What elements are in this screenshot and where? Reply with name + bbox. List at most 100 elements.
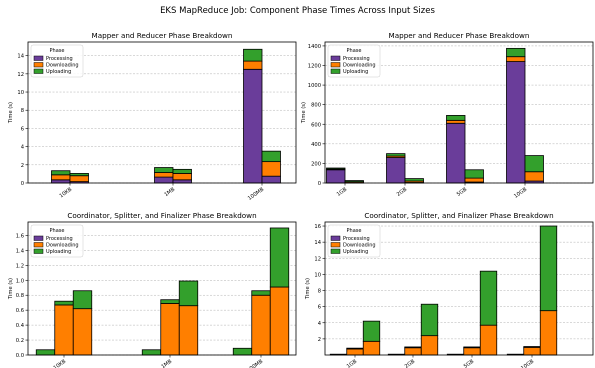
bar-segment-downloading [69, 175, 89, 183]
bar-segment-uploading [404, 346, 422, 349]
y-tick-label: 1200 [308, 64, 321, 70]
legend-label: Downloading [46, 63, 79, 69]
y-axis-label: Time (s) [305, 278, 311, 300]
bar-segment-uploading [269, 227, 290, 288]
legend-swatch-uploading [330, 68, 341, 74]
x-tick-label: 100MB [247, 186, 265, 201]
x-tick-label: 10KB [59, 186, 74, 199]
x-tick-label: 2GB [404, 358, 417, 368]
bar-segment-uploading [346, 347, 364, 350]
bar-segment-downloading [463, 347, 481, 356]
bar-segment-uploading [479, 270, 498, 326]
bar-segment-downloading [261, 161, 281, 177]
y-tick-label: 10 [314, 272, 321, 278]
bar-segment-downloading [178, 305, 199, 356]
x-tick-label: 1MB [163, 186, 176, 198]
legend-title: Phase [50, 228, 65, 234]
y-tick-label: 6 [21, 126, 24, 132]
legend-swatch-downloading [330, 62, 341, 68]
chart-title: Mapper and Reducer Phase Breakdown [389, 31, 530, 40]
y-tick-label: 1.0 [16, 278, 24, 284]
y-tick-label: 400 [311, 142, 321, 148]
legend-swatch-downloading [33, 62, 44, 68]
legend-swatch-processing [33, 55, 44, 61]
legend-label: Downloading [46, 243, 79, 249]
legend-label: Uploading [46, 249, 71, 255]
y-tick-label: 2 [21, 163, 24, 169]
legend-label: Uploading [46, 69, 71, 75]
bar-segment-uploading [251, 290, 271, 296]
bar-segment-downloading [172, 173, 192, 181]
chart-panel-3: 0.0 0.2 0.4 0.6 0.8 1.0 1.2 1.4 1.6 10KB 1MB 100MB C… [8, 211, 297, 368]
y-tick-label: 0.6 [16, 308, 24, 314]
y-tick-label: 0.4 [16, 323, 25, 329]
y-tick-label: 1000 [308, 83, 321, 89]
legend-swatch-uploading [33, 248, 44, 254]
bar-segment-uploading [362, 320, 381, 342]
legend-swatch-downloading [330, 242, 341, 248]
legend-swatch-downloading [33, 242, 44, 248]
bar-segment-uploading [35, 349, 56, 356]
legend-label: Processing [343, 56, 370, 62]
legend-label: Processing [343, 236, 370, 242]
bar-segment-uploading [539, 225, 558, 312]
bar-segment-downloading [269, 286, 290, 356]
bar-segment-processing [243, 68, 263, 184]
x-tick-label: 10KB [53, 358, 68, 368]
bar-segment-uploading [172, 168, 192, 174]
y-axis-label: Time (s) [301, 102, 307, 124]
chart-panel-4: 2 4 6 8 10 12 14 16 1GB 2GB 5GB 10GB Coordinator, Sp… [305, 211, 594, 368]
legend-label: Processing [46, 56, 73, 62]
legend-swatch-processing [330, 235, 341, 241]
axes-frame [324, 41, 594, 184]
y-tick-label: 1.2 [16, 263, 24, 269]
bar-segment-uploading [524, 155, 544, 173]
x-tick-label: 10GB [520, 358, 535, 368]
legend-label: Downloading [343, 63, 376, 69]
bar-segment-uploading [261, 150, 281, 163]
bar-segment-downloading [539, 310, 558, 356]
legend-swatch-processing [33, 235, 44, 241]
legend-swatch-uploading [33, 68, 44, 74]
bar-segment-uploading [154, 167, 174, 173]
bar-segment-uploading [141, 349, 162, 356]
bar-segment-processing [386, 157, 406, 184]
bar-segment-uploading [446, 115, 466, 121]
legend-box [327, 224, 381, 258]
legend-swatch-processing [330, 55, 341, 61]
bar-segment-uploading [326, 167, 346, 170]
bar-segment-downloading [404, 347, 422, 356]
bar-segment-downloading [446, 119, 466, 124]
bar-segment-uploading [243, 48, 263, 62]
y-tick-label: 0.8 [16, 293, 24, 299]
y-axis-label: Time (s) [8, 102, 14, 124]
legend-title: Phase [50, 48, 65, 54]
bar-segment-uploading [54, 300, 74, 306]
bar-segment-processing [261, 175, 281, 184]
bar-segment-downloading [464, 177, 484, 183]
bar-segment-uploading [160, 299, 180, 304]
y-tick-label: 1.6 [16, 233, 24, 239]
bar-segment-processing [172, 179, 192, 184]
bar-segment-uploading [232, 347, 253, 356]
y-tick-label: 1400 [308, 44, 321, 50]
y-tick-label: 10 [17, 90, 24, 96]
legend-swatch-uploading [330, 248, 341, 254]
y-tick-label: 14 [314, 240, 321, 246]
legend-label: Uploading [343, 69, 368, 75]
bar-segment-downloading [479, 324, 498, 356]
x-tick-label: 5GB [456, 186, 469, 197]
legend-box [30, 224, 84, 258]
bar-segment-uploading [51, 170, 71, 176]
x-tick-label: 100MB [246, 358, 264, 368]
y-tick-label: 12 [17, 72, 24, 78]
y-tick-label: 2 [318, 337, 321, 343]
y-tick-label: 0.2 [16, 338, 24, 344]
figure-title: EKS MapReduce Job: Component Phase Times… [160, 6, 435, 16]
bar-segment-uploading [464, 169, 484, 179]
legend-label: Downloading [343, 243, 376, 249]
